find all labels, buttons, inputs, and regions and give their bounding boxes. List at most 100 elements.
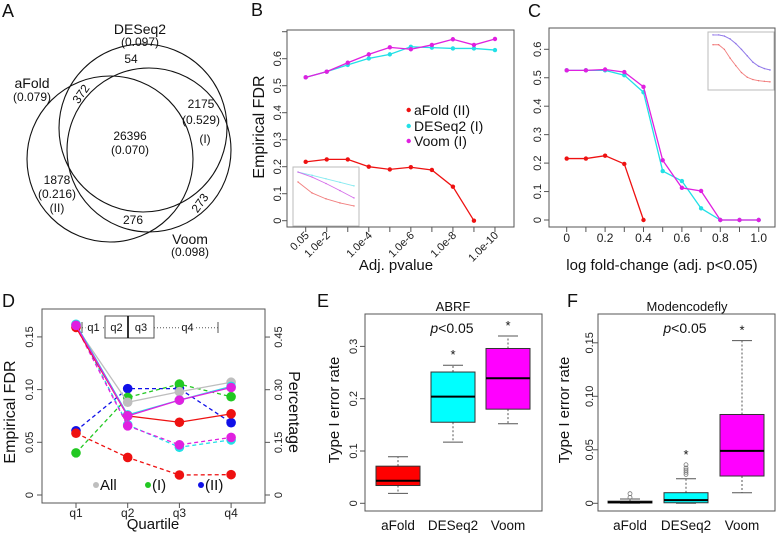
outlier-point bbox=[627, 491, 633, 497]
inset-point bbox=[735, 42, 737, 45]
inset-point bbox=[740, 48, 743, 51]
inset-point bbox=[353, 205, 355, 207]
data-point bbox=[408, 165, 414, 170]
data-point bbox=[122, 421, 133, 431]
data-point bbox=[174, 470, 185, 480]
legend-label: aFold (II) bbox=[414, 102, 470, 118]
left-y-tick-label: 0.15 bbox=[24, 326, 36, 347]
legend-entry-afold-ii: aFold (II) bbox=[406, 102, 470, 118]
significance-asterisk: * bbox=[683, 447, 688, 462]
significance-annotation: p<0.05 bbox=[662, 320, 706, 336]
boxplot-deseq2: * bbox=[430, 347, 476, 443]
inset-point bbox=[740, 71, 743, 74]
inset-point bbox=[297, 181, 299, 183]
inset-point bbox=[353, 197, 355, 199]
y-tick-label: 0.4 bbox=[532, 99, 544, 114]
series-line bbox=[566, 69, 759, 221]
inset-point bbox=[311, 176, 313, 178]
inset-point bbox=[752, 78, 754, 81]
data-point bbox=[450, 184, 456, 189]
data-point bbox=[174, 386, 185, 397]
series-line bbox=[75, 432, 232, 476]
series-line bbox=[566, 68, 759, 221]
series-line bbox=[566, 155, 645, 221]
x-axis-title: Quartile bbox=[127, 516, 180, 533]
inset-point bbox=[723, 48, 726, 51]
inset-point bbox=[311, 192, 313, 194]
data-point bbox=[366, 56, 371, 61]
data-point bbox=[698, 188, 704, 194]
venn-circle-deseq2 bbox=[58, 43, 228, 213]
plot-frame bbox=[597, 313, 776, 512]
series-voom-fdr bbox=[71, 320, 236, 421]
data-point bbox=[387, 45, 393, 50]
panel-label-a: A bbox=[2, 1, 14, 21]
outlier-point bbox=[683, 467, 689, 473]
data-point bbox=[226, 382, 236, 393]
data-point bbox=[71, 448, 81, 458]
legend-entry-i: (I) bbox=[145, 477, 166, 494]
x-category-label-voom: Voom bbox=[491, 518, 526, 533]
venn-region-deseq2-voom-group: (I) bbox=[199, 132, 210, 146]
significance-asterisk: * bbox=[505, 318, 510, 333]
data-point bbox=[174, 417, 185, 428]
venn-set-label-afold: aFold bbox=[14, 75, 49, 91]
data-point bbox=[641, 84, 646, 90]
panel-f-modencodefly-boxplot: Modencodefly p<0.05 Type I error rate 0 0… bbox=[556, 299, 776, 533]
y-tick-label: 0 bbox=[532, 217, 544, 223]
inset-point bbox=[752, 61, 754, 63]
data-point bbox=[122, 383, 133, 394]
x-category-label-voom: Voom bbox=[725, 518, 760, 533]
legend-marker bbox=[406, 123, 411, 129]
x-tick-label: 1.0e-8 bbox=[428, 230, 459, 261]
y-tick-label: 0.2 bbox=[348, 391, 360, 406]
y-axis-title: Empirical FDR bbox=[251, 75, 268, 178]
y-axis-title-right: Percentage bbox=[285, 371, 302, 453]
legend-entry-voom-i: Voom (I) bbox=[406, 133, 467, 149]
data-point bbox=[679, 178, 685, 184]
y-axis-title: Type I error rate bbox=[556, 357, 573, 464]
y-tick-label: 0.1 bbox=[272, 186, 284, 201]
venn-region-afold-only-fdr: (0.216) bbox=[38, 187, 76, 201]
legend-entry-deseq2-i: DESeq2 (I) bbox=[406, 118, 483, 134]
y-tick-label: 0.05 bbox=[584, 439, 596, 460]
data-point bbox=[122, 411, 133, 421]
outlier-point bbox=[683, 462, 689, 468]
inset-point bbox=[729, 38, 731, 40]
y-tick-label: 0.1 bbox=[348, 443, 360, 458]
y-tick-label: 0.4 bbox=[272, 105, 284, 120]
inset-point bbox=[339, 202, 341, 204]
outlier-point bbox=[683, 465, 689, 471]
legend-entry-all: All bbox=[93, 477, 117, 494]
significance-asterisk: * bbox=[739, 323, 744, 338]
data-point bbox=[564, 156, 569, 161]
series-deseq2-i bbox=[564, 68, 761, 223]
data-point bbox=[387, 167, 393, 172]
box bbox=[719, 413, 765, 477]
data-point bbox=[602, 153, 608, 158]
plot-frame bbox=[286, 29, 515, 228]
panel-label-f: F bbox=[567, 291, 578, 311]
data-point bbox=[226, 417, 236, 428]
x-tick-label: 1.0 bbox=[750, 231, 767, 245]
inset-point bbox=[723, 35, 726, 37]
inset-plot bbox=[707, 31, 775, 91]
x-tick-label: 0.8 bbox=[712, 231, 729, 245]
panel-label-e: E bbox=[317, 291, 329, 311]
inset-point bbox=[763, 80, 765, 83]
inset-point bbox=[757, 65, 760, 67]
legend-label: All bbox=[100, 477, 117, 494]
data-point bbox=[366, 164, 371, 169]
data-point bbox=[564, 68, 569, 73]
data-point bbox=[345, 157, 350, 162]
inset-point bbox=[339, 189, 341, 192]
left-y-tick-label: 0 bbox=[24, 492, 36, 498]
inset-plot bbox=[292, 166, 360, 227]
venn-region-all-three-count: 26396 bbox=[113, 129, 147, 143]
panel-a-venn-diagram: DESeq2 (0.097) aFold (0.079) Voom (0.098… bbox=[13, 21, 232, 259]
p-threshold: <0.05 bbox=[671, 320, 707, 336]
venn-region-afold-voom-count: 276 bbox=[123, 213, 143, 227]
data-point bbox=[718, 217, 723, 223]
venn-set-fdr-voom: (0.098) bbox=[171, 245, 209, 259]
boxplot-voom: * bbox=[485, 318, 531, 425]
